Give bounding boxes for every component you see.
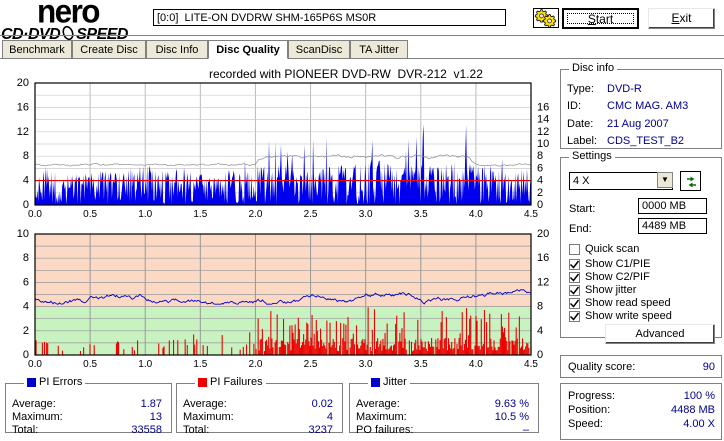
- svg-text:4: 4: [537, 175, 543, 187]
- svg-text:8: 8: [537, 150, 543, 162]
- svg-text:16: 16: [537, 252, 549, 264]
- svg-text:4.5: 4.5: [524, 359, 538, 370]
- svg-text:1.0: 1.0: [138, 359, 152, 370]
- svg-text:16: 16: [537, 101, 549, 113]
- svg-text:8: 8: [23, 252, 29, 264]
- svg-text:4: 4: [537, 325, 543, 337]
- svg-text:20: 20: [537, 228, 549, 240]
- svg-text:3.0: 3.0: [359, 359, 373, 370]
- svg-text:10: 10: [17, 228, 29, 240]
- svg-text:8: 8: [537, 301, 543, 313]
- svg-text:1.0: 1.0: [138, 209, 152, 220]
- svg-text:12: 12: [537, 126, 549, 138]
- svg-text:3.5: 3.5: [414, 209, 428, 220]
- svg-text:0.5: 0.5: [83, 209, 97, 220]
- svg-text:1.5: 1.5: [193, 359, 207, 370]
- svg-text:20: 20: [17, 77, 29, 89]
- svg-text:0.0: 0.0: [28, 359, 42, 370]
- svg-text:0.5: 0.5: [83, 359, 97, 370]
- svg-text:0.0: 0.0: [28, 209, 42, 220]
- svg-text:4.0: 4.0: [469, 359, 483, 370]
- svg-text:2: 2: [23, 325, 29, 337]
- svg-text:4.5: 4.5: [524, 209, 538, 220]
- svg-text:16: 16: [17, 101, 29, 113]
- svg-text:2: 2: [537, 187, 543, 199]
- svg-text:2.0: 2.0: [248, 209, 262, 220]
- svg-text:4: 4: [23, 301, 29, 313]
- svg-text:2.0: 2.0: [248, 359, 262, 370]
- svg-text:14: 14: [537, 114, 549, 126]
- svg-text:4: 4: [23, 175, 29, 187]
- svg-text:6: 6: [537, 162, 543, 174]
- svg-text:12: 12: [17, 126, 29, 138]
- svg-text:4.0: 4.0: [469, 209, 483, 220]
- svg-text:2.5: 2.5: [304, 359, 318, 370]
- svg-text:6: 6: [23, 276, 29, 288]
- svg-text:8: 8: [23, 150, 29, 162]
- svg-text:3.5: 3.5: [414, 359, 428, 370]
- svg-text:2.5: 2.5: [304, 209, 318, 220]
- svg-text:10: 10: [537, 138, 549, 150]
- svg-text:1.5: 1.5: [193, 209, 207, 220]
- svg-text:3.0: 3.0: [359, 209, 373, 220]
- svg-text:12: 12: [537, 276, 549, 288]
